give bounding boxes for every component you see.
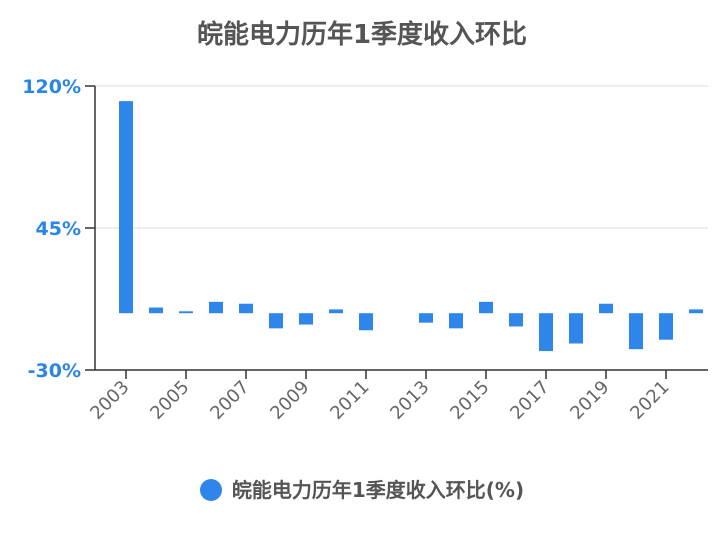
x-tick-label: 2011 xyxy=(326,377,373,424)
x-tick-label: 2017 xyxy=(506,377,553,424)
legend-label: 皖能电力历年1季度收入环比(%) xyxy=(231,478,525,502)
x-tick-label: 2009 xyxy=(266,377,313,424)
y-tick-label: 45% xyxy=(36,218,81,240)
x-tick-label: 2019 xyxy=(566,377,613,424)
bar-2013 xyxy=(419,313,433,323)
bar-2007 xyxy=(239,303,253,314)
bar-2004 xyxy=(149,307,163,314)
legend: 皖能电力历年1季度收入环比(%) xyxy=(0,474,724,503)
x-tick-label: 2013 xyxy=(386,377,433,424)
bar-2008 xyxy=(269,313,283,329)
bar-2014 xyxy=(449,313,463,329)
axes xyxy=(85,85,708,379)
bar-2010 xyxy=(329,309,343,314)
bar-2005 xyxy=(179,311,193,314)
bar-2016 xyxy=(509,313,523,327)
x-tick-label: 2003 xyxy=(86,377,133,424)
bars xyxy=(119,101,703,352)
legend-marker xyxy=(199,479,222,501)
x-tick-label: 2015 xyxy=(446,377,493,424)
x-tick-labels: 2003 2005 2007 2009 2011 2013 2015 2017 2019 2021 xyxy=(86,377,673,424)
bar-2017 xyxy=(539,313,553,352)
bar-2011 xyxy=(359,313,373,331)
x-tick-label: 2007 xyxy=(206,377,253,424)
x-tick-label: 2005 xyxy=(146,377,193,424)
bar-2021 xyxy=(659,313,673,340)
bar-2003 xyxy=(119,101,133,314)
bar-2022 xyxy=(689,309,703,314)
bar-2020 xyxy=(629,313,643,350)
y-tick-labels: 120% 45% -30% xyxy=(22,76,81,382)
bar-2006 xyxy=(209,301,223,314)
bar-2015 xyxy=(479,301,493,314)
gridlines xyxy=(95,85,708,371)
bar-2019 xyxy=(599,303,613,314)
y-tick-label: 120% xyxy=(22,76,81,98)
chart-title: 皖能电力历年1季度收入环比 xyxy=(196,20,528,50)
bar-2018 xyxy=(569,313,583,344)
y-tick-label: -30% xyxy=(28,360,81,382)
bar-2009 xyxy=(299,313,313,325)
x-tick-label: 2021 xyxy=(626,377,673,424)
